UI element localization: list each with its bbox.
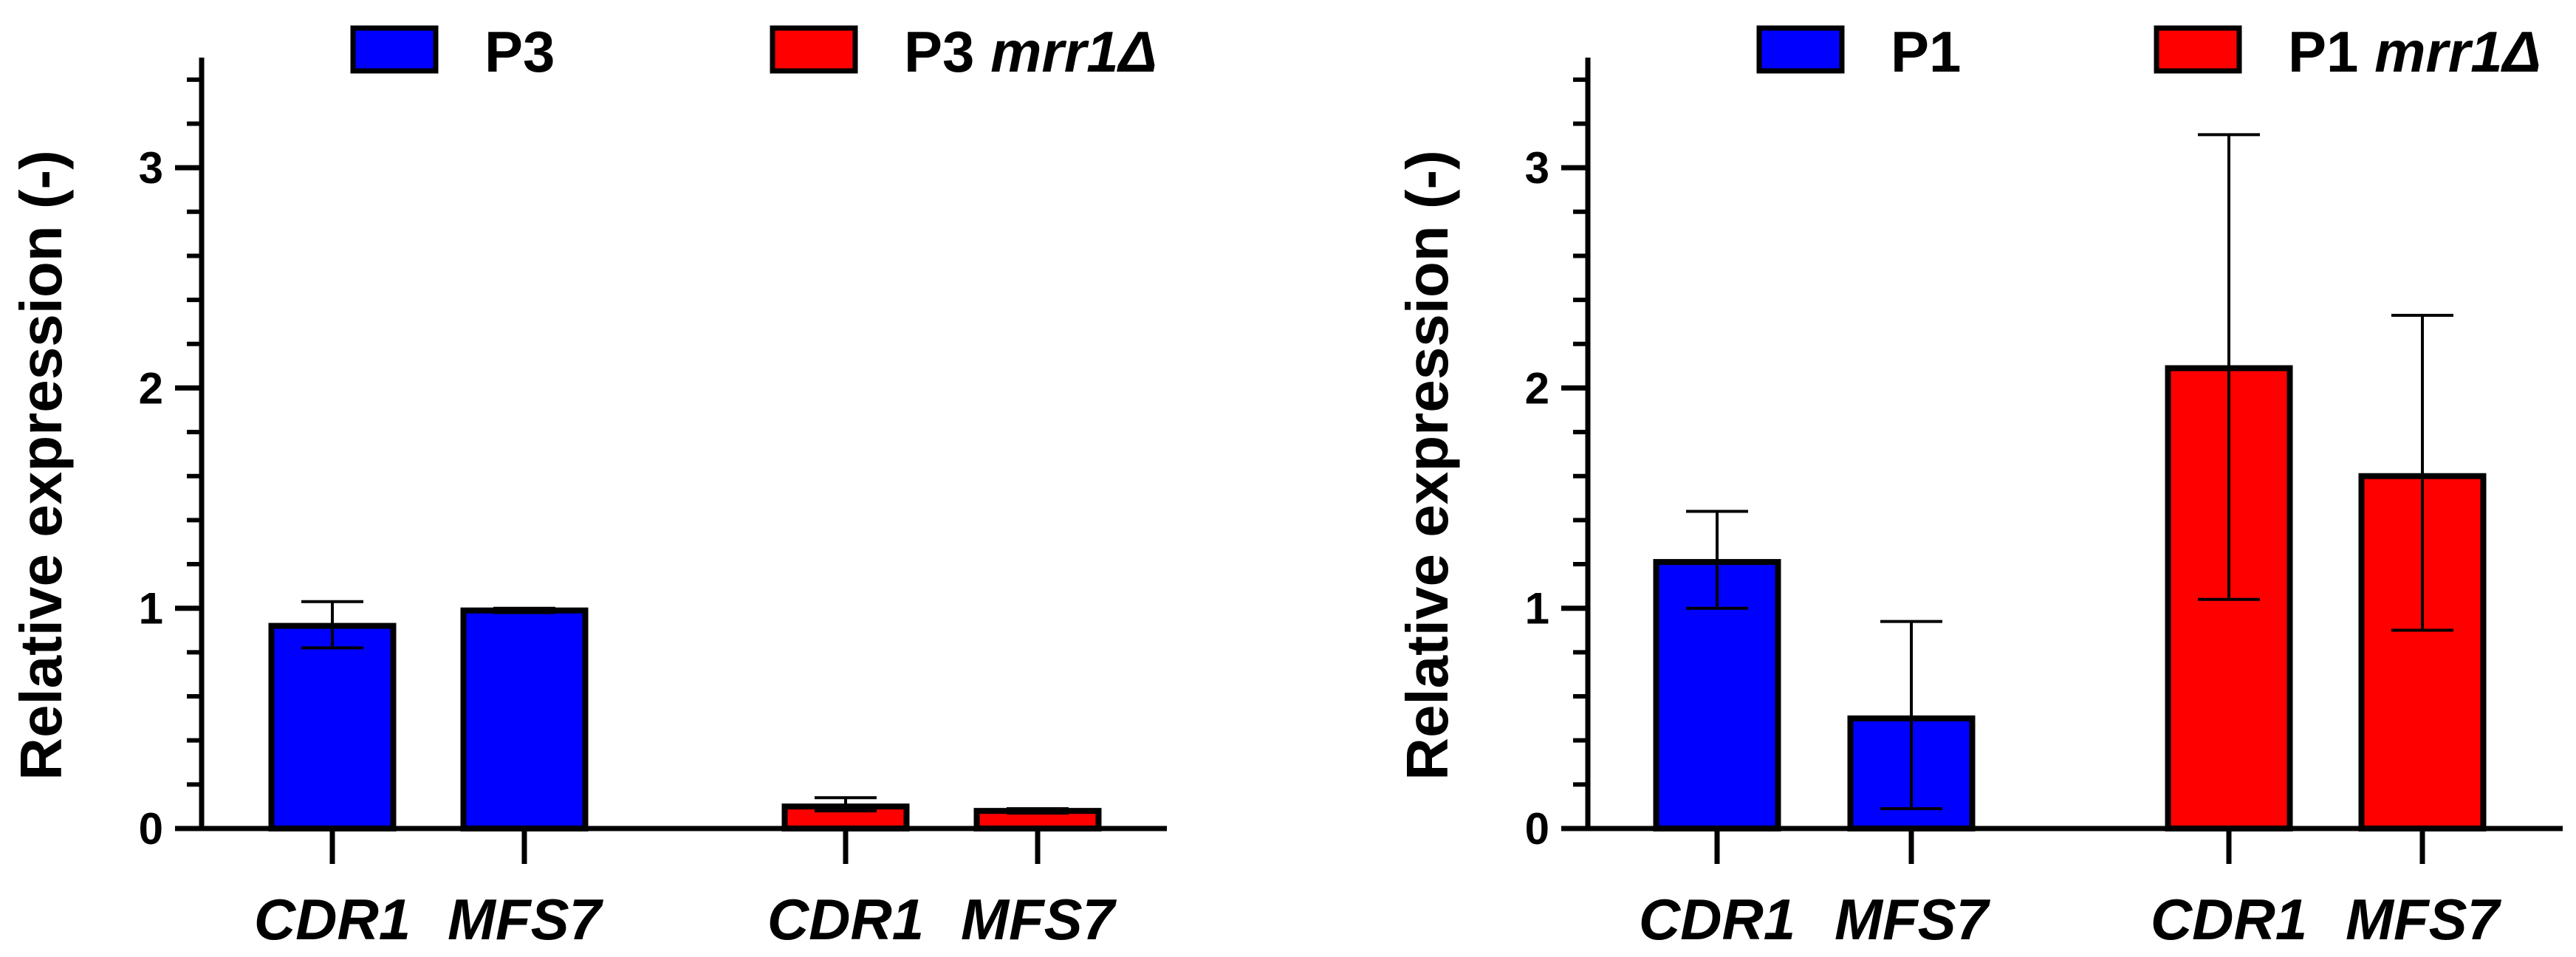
bar-mfs7-wt (460, 607, 589, 831)
legend-label: P3 (484, 19, 555, 84)
chart-panel-right: 0 1 2 3 Relative expression (-) CDR1 MFS7 CDR1 M… (1394, 19, 2563, 952)
y-axis-title: Relative expression (-) (1394, 150, 1460, 781)
legend-swatch (350, 25, 439, 74)
y-axis-title: Relative expression (-) (8, 150, 74, 781)
y-tick-label: 2 (1525, 363, 1549, 413)
x-category-label: CDR1 (2151, 887, 2307, 952)
y-tick-label: 2 (139, 363, 163, 413)
legend-label: P3 mrr1Δ (904, 19, 1157, 84)
y-tick-label: 3 (139, 143, 163, 193)
legend-swatch (770, 25, 858, 74)
x-category-label: MFS7 (448, 887, 604, 952)
chart-panel-left: 0 1 2 3 Relative expression (-) CDR1 MFS7 CDR1 M… (8, 19, 1167, 952)
x-category-label: CDR1 (1639, 887, 1795, 952)
x-category-label: CDR1 (254, 887, 411, 952)
bar-cdr1-wt (268, 622, 397, 831)
x-category-label: MFS7 (1835, 887, 1991, 952)
y-tick-label: 0 (139, 804, 163, 854)
legend-swatch (1756, 25, 1845, 74)
legend-label: P1 (1891, 19, 1961, 84)
y-tick-label: 3 (1525, 143, 1549, 193)
x-category-label: CDR1 (767, 887, 924, 952)
legend-label: P1 mrr1Δ (2288, 19, 2541, 84)
y-tick-label: 1 (139, 584, 163, 634)
x-category-label: MFS7 (961, 887, 1117, 952)
x-category-label: MFS7 (2346, 887, 2502, 952)
y-tick-label: 0 (1525, 804, 1549, 854)
y-tick-label: 1 (1525, 584, 1549, 634)
legend-swatch (2154, 25, 2242, 74)
